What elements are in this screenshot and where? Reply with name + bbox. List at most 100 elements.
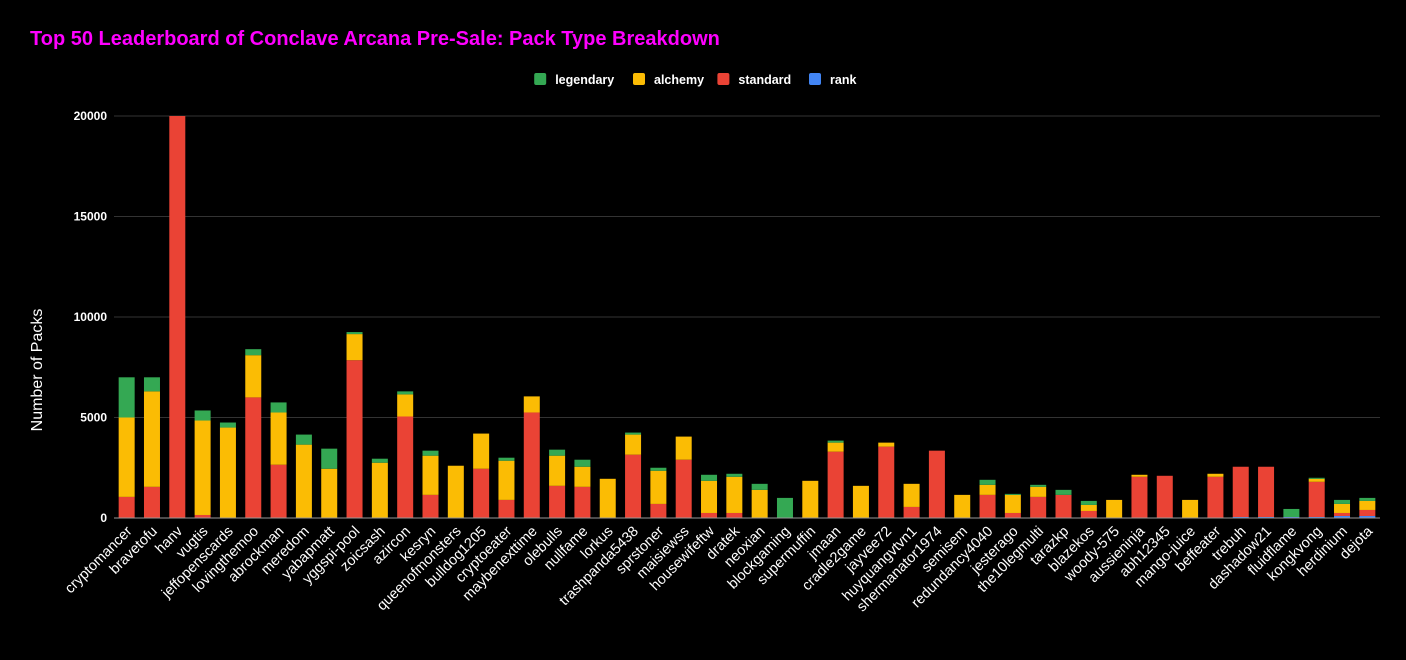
bar-segment-standard [143,486,160,518]
bar-stack-trebuh [1232,466,1249,518]
legend-item-rank: rank [809,73,856,87]
bar-segment-rank [1308,516,1325,518]
bar-segment-alchemy [447,465,464,518]
bar-segment-legendary [498,457,515,461]
bar-segment-rank [1334,515,1351,518]
bar-segment-standard [473,468,490,518]
bar-segment-legendary [321,448,338,469]
bar-segment-alchemy [397,394,414,417]
bar-stack-azircon [397,391,414,518]
bar-segment-alchemy [118,417,135,497]
bar-stack-queenofmonsters [447,465,464,518]
bar-segment-alchemy [346,334,363,361]
bar-stack-cryptoeater [498,457,515,518]
bar-stack-meredom [295,434,312,518]
bar-stack-abh12345 [1156,475,1173,518]
bar-segment-alchemy [1106,499,1123,518]
bar-segment-alchemy [675,436,692,460]
bar-segment-standard [625,454,642,518]
bar-segment-alchemy [903,483,920,507]
bar-segment-standard [1334,512,1351,516]
bar-stack-blazekos [1080,500,1097,518]
chart-legend: legendary alchemy standard rank [534,73,856,87]
legend-label: alchemy [654,73,704,87]
bar-stack-jayvee72 [878,442,895,518]
bar-stack-woody-575 [1106,499,1123,518]
bar-segment-alchemy [321,468,338,518]
bar-stack-jesterago [1004,493,1021,518]
bar-stack-yabapmatt [321,448,338,518]
bar-segment-alchemy [1182,499,1199,518]
bar-segment-standard [1258,466,1275,517]
bar-segment-standard [1004,512,1021,518]
bar-segment-standard [1359,509,1376,516]
y-tick-label: 0 [100,511,107,525]
bar-segment-standard [1030,496,1047,518]
bar-segment-rank [1283,516,1300,518]
bar-segment-legendary [422,450,439,456]
bar-stack-olebulls [549,449,566,518]
bar-segment-alchemy [1004,494,1021,513]
bar-stack-housewifeftw [701,474,718,518]
bar-segment-standard [1131,476,1148,518]
bar-stack-the10legmulti [1030,484,1047,518]
legend-label: standard [738,73,791,87]
bar-stack-cryptomancer [118,377,135,518]
bar-stack-jeffopenscards [219,422,236,518]
bar-stack-maisiewss [675,436,692,518]
bar-segment-standard [574,486,591,518]
bar-segment-legendary [1359,497,1376,501]
bar-segment-legendary [245,349,262,356]
bar-stack-abrockman [270,402,287,518]
bar-stack-zoicsash [371,458,388,518]
bar-stack-neoxian [751,483,768,518]
bar-segment-legendary [143,377,160,392]
bar-segment-standard [523,412,540,518]
bar-segment-standard [928,450,945,518]
bar-segment-alchemy [1207,473,1224,477]
bar-stack-yggspi-pool [346,332,363,518]
bar-segment-alchemy [1359,500,1376,510]
bar-segment-standard [979,494,996,518]
bar-segment-alchemy [599,478,616,518]
bar-segment-alchemy [701,480,718,513]
bar-segment-alchemy [726,476,743,513]
bar-segment-standard [346,360,363,518]
bar-stack-blockgaming [776,497,793,518]
bar-segment-legendary [549,449,566,456]
bar-segment-alchemy [1334,503,1351,513]
bar-segment-legendary [625,432,642,435]
bar-stack-mango-juice [1182,499,1199,518]
bars [118,116,1376,518]
bar-stack-tarazkp [1055,489,1072,518]
bar-stack-dashadow21 [1258,466,1275,518]
bar-segment-standard [878,446,895,518]
bar-segment-standard [1156,475,1173,518]
bar-stack-huyquangvtvn1 [903,483,920,518]
legend-swatch [809,73,821,85]
bar-segment-alchemy [751,489,768,518]
legend-label: rank [830,73,856,87]
bar-segment-legendary [827,440,844,443]
bar-segment-legendary [1308,477,1325,479]
bar-stack-bulldog1205 [473,433,490,518]
legend-label: legendary [555,73,614,87]
bar-stack-vugtis [194,410,211,518]
bar-segment-alchemy [827,442,844,452]
bar-stack-herdinium [1334,499,1351,518]
bar-segment-legendary [346,332,363,335]
bar-segment-alchemy [802,480,819,518]
bar-stack-sprstoner [650,467,667,518]
bar-segment-legendary [118,377,135,418]
bar-segment-legendary [751,483,768,490]
bar-segment-alchemy [194,420,211,515]
y-tick-label: 10000 [74,310,108,324]
bar-stack-supermuffin [802,480,819,518]
bar-segment-standard [1055,494,1072,518]
bar-segment-alchemy [954,494,971,518]
bar-segment-alchemy [371,462,388,518]
bar-segment-alchemy [219,427,236,518]
bar-segment-legendary [397,391,414,395]
legend-swatch [633,73,645,85]
bar-segment-standard [422,494,439,518]
